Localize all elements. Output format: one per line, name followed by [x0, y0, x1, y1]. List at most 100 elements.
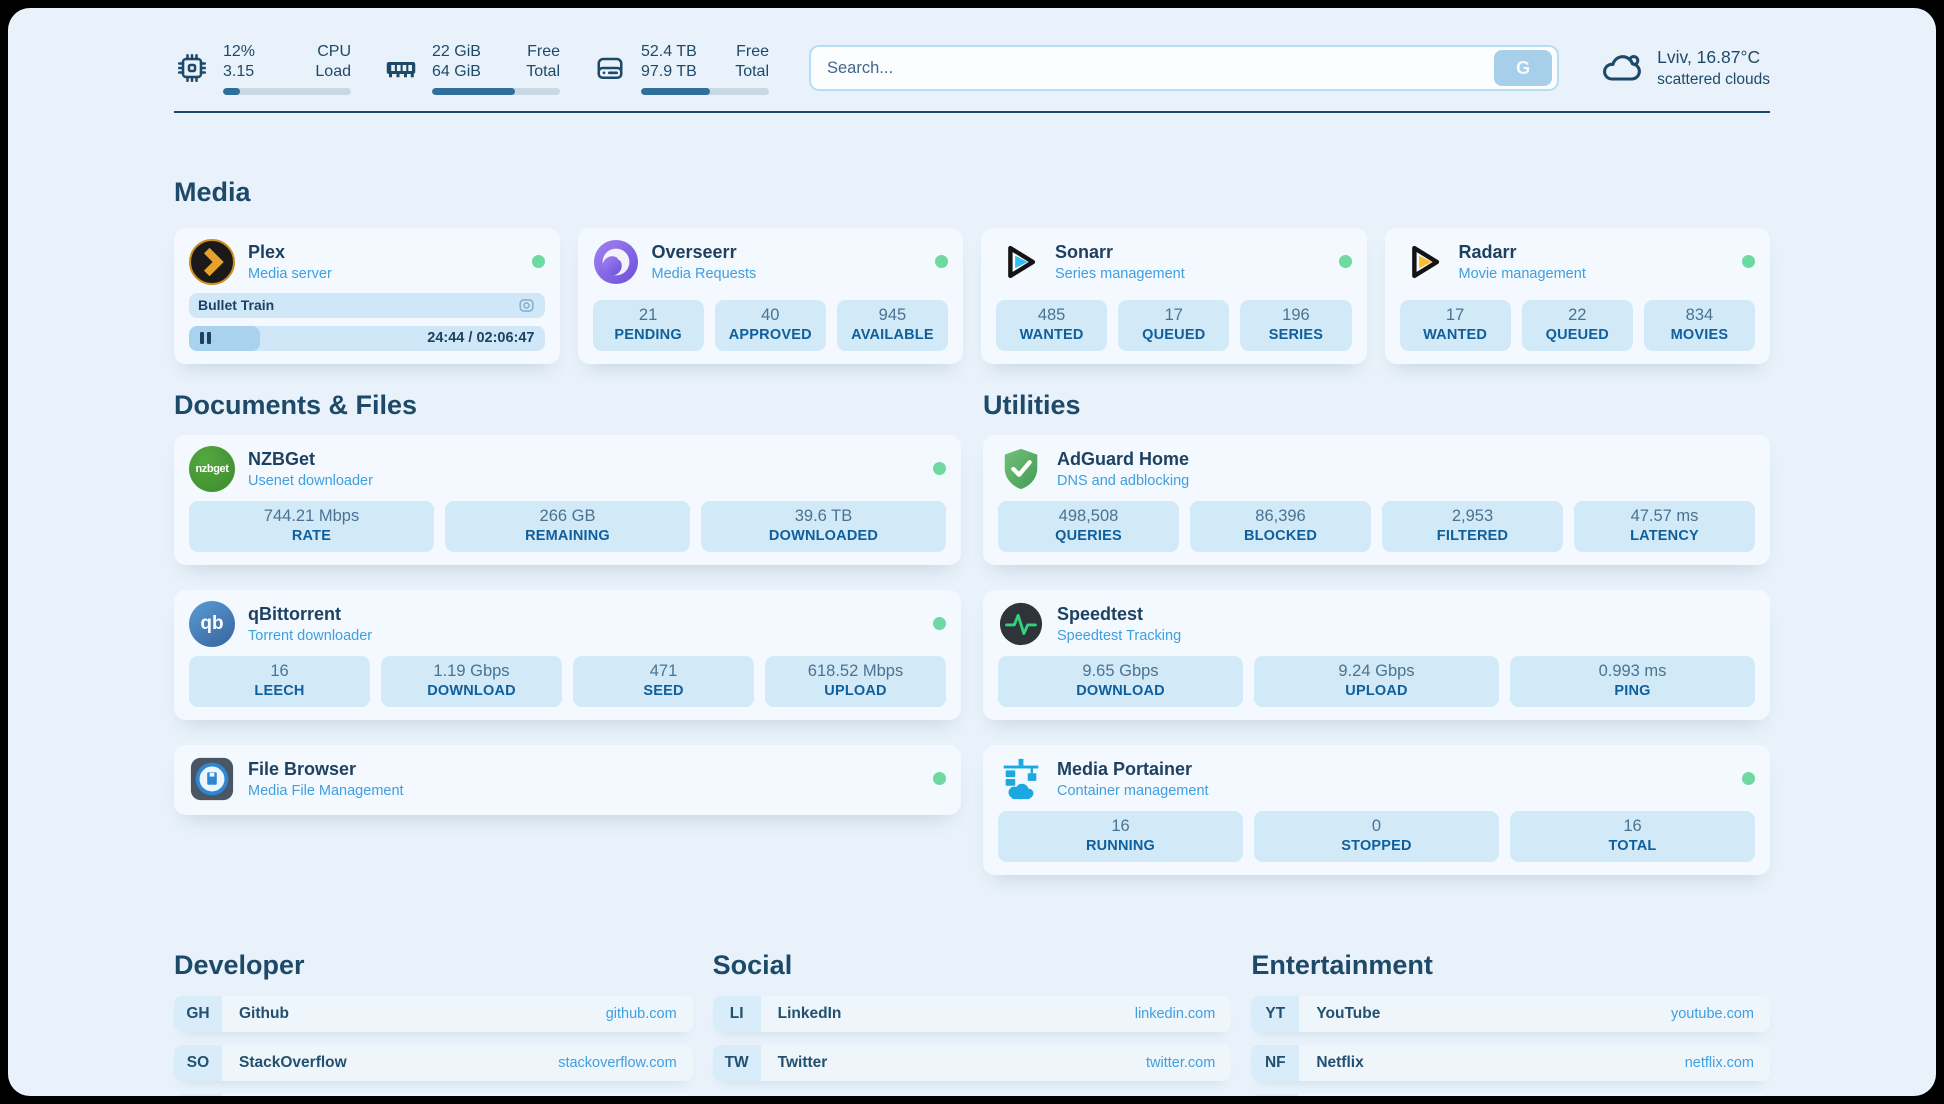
cpu-label: CPU [317, 43, 351, 60]
plex-card[interactable]: Plex Media server Bullet Train 24:44 / 0… [174, 227, 560, 364]
stat-label: PING [1614, 682, 1651, 699]
link-row-netflix[interactable]: NF Netflix netflix.com [1251, 1044, 1770, 1081]
search-input[interactable] [827, 58, 1495, 78]
stat-value: 834 [1685, 305, 1714, 324]
link-url: github.com [605, 1005, 677, 1022]
stat-value: 0.993 ms [1598, 661, 1667, 680]
link-row-reddit[interactable]: RE Reddit reddit.com [1251, 1093, 1770, 1096]
stat-label: UPLOAD [1345, 682, 1408, 699]
stat-label: SERIES [1268, 326, 1324, 343]
link-row-stackoverflow[interactable]: SO StackOverflow stackoverflow.com [174, 1044, 693, 1081]
memory-free-label: Free [527, 43, 560, 60]
stat-label: DOWNLOAD [427, 682, 516, 699]
stat-label: QUERIES [1055, 527, 1122, 544]
nzbget-icon: nzbget [189, 445, 235, 492]
stat-label: RATE [291, 527, 332, 544]
pause-icon [200, 332, 211, 345]
cast-icon[interactable] [517, 296, 536, 315]
app-name: qBittorrent [248, 603, 341, 624]
stat-tile: 47.57 ms LATENCY [1574, 500, 1755, 552]
stat-value: 17 [1445, 305, 1465, 324]
search-engine-button[interactable]: G [1494, 50, 1553, 87]
app-subtitle: DNS and adblocking [1057, 472, 1190, 489]
social-column: Social LI LinkedIn linkedin.com TW Twitt… [712, 949, 1232, 1096]
link-row-youtube[interactable]: YT YouTube youtube.com [1251, 995, 1770, 1032]
stat-value: 21 [638, 305, 658, 324]
cpu-progress-bar [223, 87, 351, 95]
stat-tile: 744.21 Mbps RATE [189, 500, 434, 552]
link-name: Netflix [1316, 1053, 1364, 1071]
stat-label: TOTAL [1608, 837, 1657, 854]
link-abbr: NF [1251, 1044, 1300, 1081]
sonarr-icon [996, 239, 1042, 285]
link-name: LinkedIn [777, 1004, 842, 1022]
stat-label: DOWNLOAD [1076, 682, 1165, 699]
stat-label: AVAILABLE [851, 326, 934, 343]
sonarr-card[interactable]: Sonarr Series management 485 WANTED 17 Q… [981, 227, 1367, 364]
link-row-github[interactable]: GH Github github.com [174, 995, 693, 1032]
disk-progress-bar [641, 87, 769, 95]
app-subtitle: Usenet downloader [248, 472, 373, 489]
status-dot [933, 772, 946, 786]
memory-total-label: Total [526, 63, 560, 81]
stat-value: 86,396 [1255, 506, 1306, 525]
stat-label: LEECH [254, 682, 305, 699]
link-name: Github [239, 1004, 289, 1022]
app-name: Radarr [1458, 241, 1517, 262]
qbittorrent-icon: qb [189, 600, 235, 647]
disk-icon [592, 50, 628, 86]
now-playing-title: Bullet Train [198, 297, 275, 314]
link-url: linkedin.com [1134, 1005, 1216, 1022]
app-subtitle: Media Requests [651, 265, 757, 282]
adguard-card[interactable]: AdGuard Home DNS and adblocking 498,508 … [983, 434, 1770, 565]
utilities-column: Utilities AdGuard Home DNS and adblockin… [983, 390, 1770, 900]
app-subtitle: Torrent downloader [248, 627, 373, 644]
qbittorrent-card[interactable]: qb qBittorrent Torrent downloader 16 LEE… [174, 589, 961, 720]
stat-label: LATENCY [1630, 527, 1699, 544]
stat-tile: 945 AVAILABLE [836, 299, 949, 351]
portainer-card[interactable]: Media Portainer Container management 16 … [983, 744, 1770, 875]
stat-label: WANTED [1423, 326, 1488, 343]
developer-column: Developer GH Github github.com SO StackO… [174, 950, 693, 1096]
speedtest-card[interactable]: Speedtest Speedtest Tracking 9.65 Gbps D… [983, 589, 1770, 720]
now-playing-row: Bullet Train [189, 292, 545, 318]
overseerr-icon [593, 239, 639, 285]
link-row-linkedin[interactable]: LI LinkedIn linkedin.com [712, 995, 1232, 1032]
filebrowser-card[interactable]: File Browser Media File Management [174, 744, 961, 815]
stat-value: 9.65 Gbps [1082, 661, 1159, 680]
memory-icon [383, 50, 419, 86]
cpu-widget: 12% 3.15 CPU Load [174, 42, 351, 95]
stat-value: 945 [878, 305, 907, 324]
nzbget-card[interactable]: nzbget NZBGet Usenet downloader 744.21 M… [174, 434, 961, 565]
stat-tile: 22 QUEUED [1521, 299, 1633, 351]
section-heading-social: Social [712, 949, 793, 980]
memory-free-value: 22 GiB [432, 43, 481, 60]
stat-value: 47.57 ms [1630, 506, 1699, 525]
radarr-card[interactable]: Radarr Movie management 17 WANTED 22 QUE… [1384, 227, 1770, 364]
link-url: netflix.com [1684, 1054, 1754, 1071]
stat-tile: 39.6 TB DOWNLOADED [701, 500, 946, 552]
stat-value: 744.21 Mbps [263, 506, 360, 525]
app-name: Media Portainer [1057, 758, 1193, 779]
disk-free-label: Free [736, 43, 769, 60]
section-heading-utilities: Utilities [983, 389, 1081, 420]
radarr-icon [1400, 239, 1446, 285]
cpu-usage-value: 12% [223, 43, 256, 60]
stat-value: 17 [1164, 305, 1183, 324]
stat-tile: 16 TOTAL [1510, 810, 1755, 862]
playback-progress-bar: 24:44 / 02:06:47 [189, 325, 545, 351]
section-heading-developer: Developer [174, 949, 305, 980]
speedtest-icon [998, 601, 1044, 647]
link-row-dev[interactable]: DT DEV dev.to [174, 1093, 693, 1096]
link-abbr: GH [174, 995, 222, 1032]
stat-label: REMAINING [525, 527, 610, 544]
section-heading-documents: Documents & Files [174, 389, 418, 420]
qbittorrent-icon-text: qb [200, 612, 224, 634]
status-dot [1338, 255, 1352, 269]
stat-tile: 17 WANTED [1399, 299, 1511, 351]
stat-value: 16 [270, 661, 289, 680]
link-row-twitter[interactable]: TW Twitter twitter.com [712, 1044, 1232, 1081]
stat-tile: 266 GB REMAINING [445, 500, 690, 552]
overseerr-card[interactable]: Overseerr Media Requests 21 PENDING 40 A… [577, 227, 963, 364]
link-abbr: RE [1251, 1093, 1300, 1096]
